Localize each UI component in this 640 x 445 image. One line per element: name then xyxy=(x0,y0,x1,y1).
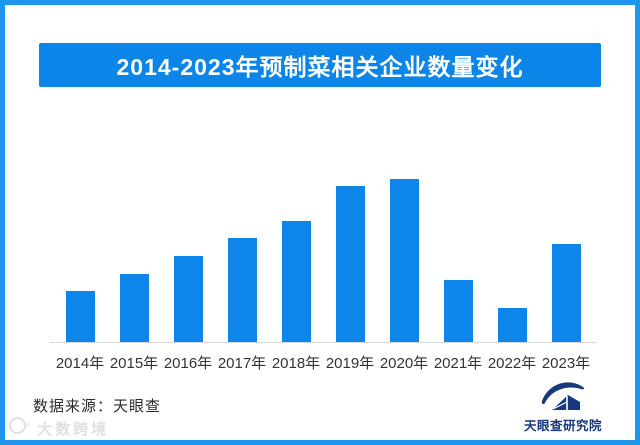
watermark-icon: °° xyxy=(9,417,33,439)
bar-2022年 xyxy=(497,307,527,342)
bar-column xyxy=(431,179,485,342)
x-axis-label-2017年: 2017年 xyxy=(217,355,267,372)
x-axis-label-2021年: 2021年 xyxy=(433,355,483,372)
bar-column xyxy=(161,179,215,342)
x-axis-label-2020年: 2020年 xyxy=(379,355,429,372)
x-axis-label-2018年: 2018年 xyxy=(271,355,321,372)
chart-title-banner: 2014-2023年预制菜相关企业数量变化 xyxy=(39,43,601,87)
x-axis-line xyxy=(50,342,597,343)
bar-2023年 xyxy=(551,244,581,342)
bar-2015年 xyxy=(119,273,149,342)
watermark: °° 大数跨境 xyxy=(9,417,109,439)
chart-title: 2014-2023年预制菜相关企业数量变化 xyxy=(116,54,524,80)
x-axis-label-2015年: 2015年 xyxy=(109,355,159,372)
bar-column xyxy=(377,179,431,342)
x-axis-label-2019年: 2019年 xyxy=(325,355,375,372)
bar-2019年 xyxy=(335,185,365,342)
x-axis-label-2016年: 2016年 xyxy=(163,355,213,372)
bar-2017年 xyxy=(227,237,257,342)
x-axis-label-2023年: 2023年 xyxy=(541,355,591,372)
bar-2021年 xyxy=(443,280,473,342)
bar-column xyxy=(107,179,161,342)
bar-column xyxy=(323,179,377,342)
x-axis-label-2014年: 2014年 xyxy=(55,355,105,372)
tianyancha-logo-text: 天眼查研究院 xyxy=(523,419,602,433)
tianyancha-logo: 天眼查研究院 xyxy=(511,377,615,434)
data-source-label: 数据来源：天眼查 xyxy=(33,398,162,415)
bar-2014年 xyxy=(65,291,95,342)
bar-2016年 xyxy=(173,255,203,342)
bar-column xyxy=(485,179,539,342)
tianyancha-eye-icon xyxy=(541,382,585,410)
bar-column xyxy=(269,179,323,342)
bar-chart-plot-area xyxy=(53,179,593,342)
bar-2018年 xyxy=(281,221,311,342)
x-axis-labels: 2014年 2015年 2016年 2017年 2018年 2019年 2020年 2021年… xyxy=(53,352,593,373)
watermark-text: 大数跨境 xyxy=(37,420,110,438)
bar-column xyxy=(539,179,593,342)
bar-column xyxy=(215,179,269,342)
x-axis-label-2022年: 2022年 xyxy=(487,355,537,372)
bar-column xyxy=(53,179,107,342)
bar-2020年 xyxy=(389,179,419,342)
